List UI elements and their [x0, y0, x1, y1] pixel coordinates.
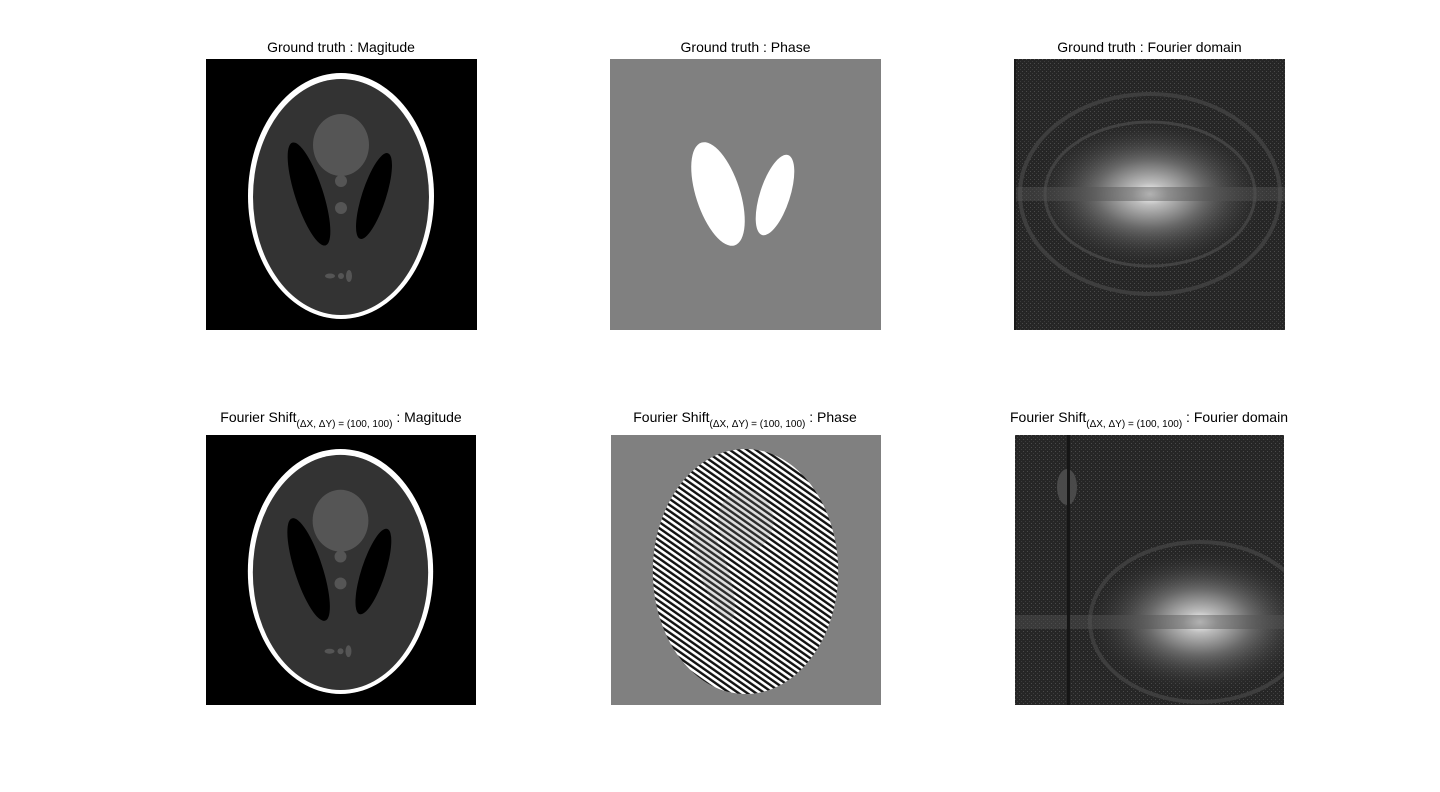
title-subscript: (ΔX, ΔY) = (100, 100) [709, 419, 806, 430]
panel-title: Fourier Shift(ΔX, ΔY) = (100, 100) : Fou… [984, 409, 1314, 430]
phase-ellipses [691, 142, 795, 246]
magnitude-image [206, 435, 476, 705]
panel-title: Fourier Shift(ΔX, ΔY) = (100, 100) : Mag… [186, 409, 496, 430]
magnitude-image [206, 59, 477, 330]
title-prefix: Fourier Shift [220, 409, 297, 425]
title-suffix: : Phase [805, 409, 857, 425]
shepp-logan-phantom [248, 73, 434, 319]
title-prefix: Fourier Shift [1010, 409, 1087, 425]
phase-image [610, 59, 881, 330]
title-suffix: : Fourier domain [1182, 409, 1288, 425]
panel-title: Fourier Shift(ΔX, ΔY) = (100, 100) : Pha… [595, 409, 895, 430]
panel-title: Ground truth : Fourier domain [1057, 39, 1242, 55]
title-suffix: : Magitude [392, 409, 462, 425]
phase-image [611, 435, 881, 705]
fourier-image [1014, 59, 1285, 330]
phase-ramp-ellipse [652, 448, 839, 695]
fourier-spectrum [1014, 59, 1285, 330]
fourier-spectrum-shifted [1015, 435, 1284, 705]
title-subscript: (ΔX, ΔY) = (100, 100) [1086, 419, 1183, 430]
panel-title: Ground truth : Magitude [267, 39, 415, 55]
shepp-logan-phantom [247, 448, 434, 695]
title-subscript: (ΔX, ΔY) = (100, 100) [296, 419, 393, 430]
panel-title: Ground truth : Phase [680, 39, 811, 55]
fourier-image [1015, 435, 1284, 705]
title-prefix: Fourier Shift [633, 409, 710, 425]
